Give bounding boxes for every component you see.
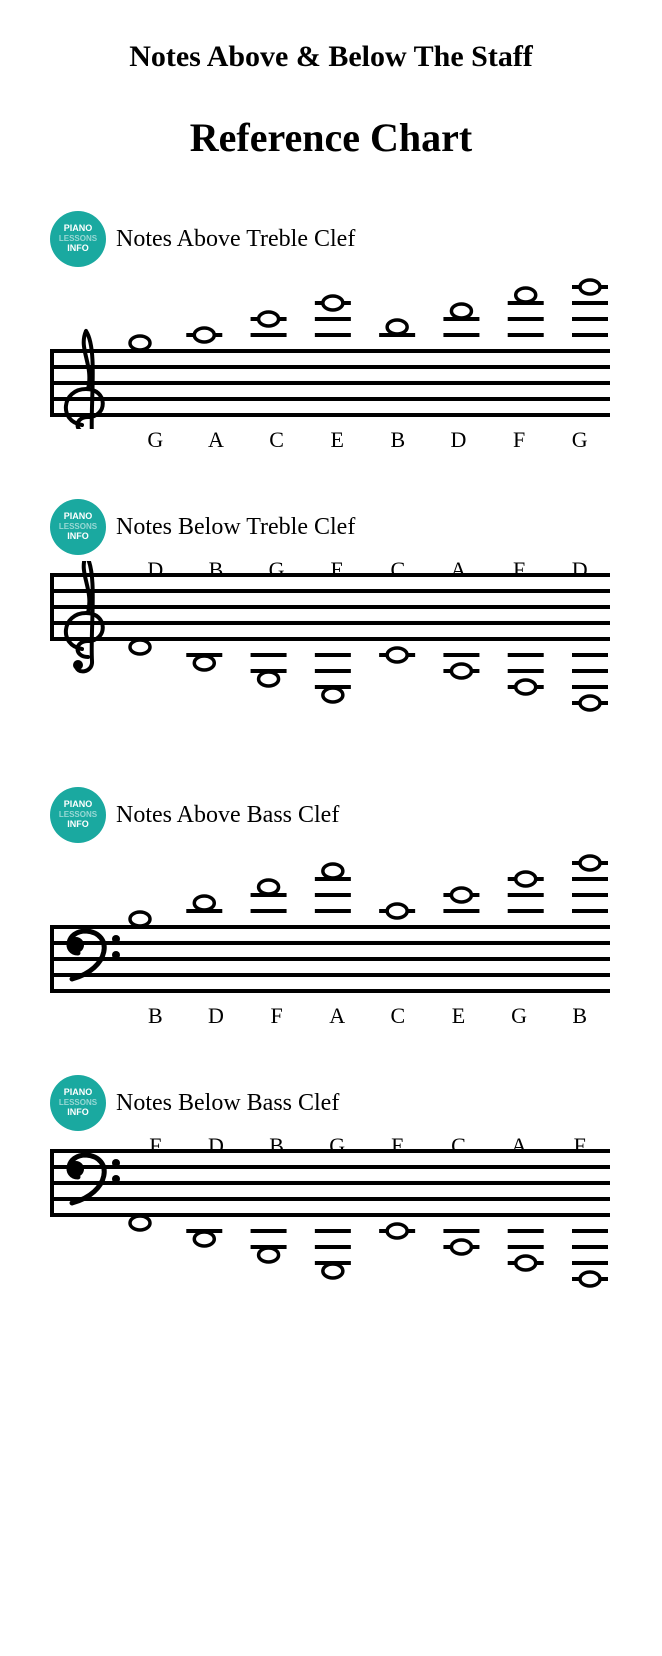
note-label: E — [428, 1003, 489, 1011]
note-head — [259, 1248, 279, 1262]
note-label: B — [368, 427, 429, 435]
staff-svg — [50, 1137, 610, 1293]
section-title: Notes Below Treble Clef — [116, 514, 355, 541]
note-label: E — [368, 1133, 429, 1159]
brand-badge: PIANO LESSONS INFO — [50, 211, 106, 267]
note-labels-row: GACEBDFG — [125, 427, 610, 435]
note-label: A — [307, 1003, 368, 1011]
bass-clef-icon — [68, 931, 120, 979]
note-head — [259, 672, 279, 686]
note-head — [580, 280, 600, 294]
note-head — [516, 680, 536, 694]
note-labels-row: FDBGECAF — [125, 1133, 610, 1159]
note-head — [323, 688, 343, 702]
note-head — [580, 1272, 600, 1286]
staff-svg — [50, 273, 610, 429]
note-head — [194, 656, 214, 670]
note-head — [580, 856, 600, 870]
note-head — [130, 912, 150, 926]
note-labels-row: BDFACEGB — [125, 1003, 610, 1011]
section-above-bass: PIANO LESSONS INFO Notes Above Bass Clef… — [30, 787, 632, 1005]
section-above-treble: PIANO LESSONS INFO Notes Above Treble Cl… — [30, 211, 632, 429]
note-label: C — [368, 557, 429, 583]
note-label: B — [186, 557, 247, 583]
note-label: F — [549, 1133, 610, 1159]
note-label: A — [186, 427, 247, 435]
note-label: B — [125, 1003, 186, 1011]
treble-clef-icon — [66, 561, 103, 671]
note-head — [516, 1256, 536, 1270]
note-head — [516, 872, 536, 886]
note-head — [259, 880, 279, 894]
note-head — [451, 304, 471, 318]
note-label: D — [186, 1003, 247, 1011]
note-label: G — [307, 1133, 368, 1159]
page-title: Notes Above & Below The Staff — [30, 40, 632, 74]
note-label: F — [246, 1003, 307, 1011]
note-label: G — [489, 1003, 550, 1011]
staff-svg — [50, 561, 610, 717]
section-title: Notes Below Bass Clef — [116, 1090, 339, 1117]
brand-badge: PIANO LESSONS INFO — [50, 1075, 106, 1131]
note-head — [451, 888, 471, 902]
note-label: D — [549, 557, 610, 583]
note-label: F — [125, 1133, 186, 1159]
note-head — [259, 312, 279, 326]
note-label: F — [489, 557, 550, 583]
note-head — [387, 648, 407, 662]
section-title: Notes Above Treble Clef — [116, 226, 355, 253]
staff-svg — [50, 849, 610, 1005]
note-head — [194, 328, 214, 342]
note-label: D — [186, 1133, 247, 1159]
note-label: G — [125, 427, 186, 435]
note-head — [516, 288, 536, 302]
note-label: F — [489, 427, 550, 435]
note-label: C — [246, 427, 307, 435]
note-head — [130, 640, 150, 654]
note-label: G — [246, 557, 307, 583]
note-head — [323, 864, 343, 878]
brand-badge: PIANO LESSONS INFO — [50, 787, 106, 843]
note-label: B — [246, 1133, 307, 1159]
bass-clef-icon — [68, 1155, 120, 1203]
note-head — [323, 296, 343, 310]
note-label: D — [125, 557, 186, 583]
note-label: A — [428, 557, 489, 583]
section-title: Notes Above Bass Clef — [116, 802, 339, 829]
section-below-treble: PIANO LESSONS INFO Notes Below Treble Cl… — [30, 499, 632, 717]
note-head — [387, 1224, 407, 1238]
note-label: C — [368, 1003, 429, 1011]
note-label: C — [428, 1133, 489, 1159]
note-head — [451, 664, 471, 678]
note-label: E — [307, 557, 368, 583]
note-head — [130, 336, 150, 350]
note-label: B — [549, 1003, 610, 1011]
brand-badge: PIANO LESSONS INFO — [50, 499, 106, 555]
note-head — [580, 696, 600, 710]
note-label: E — [307, 427, 368, 435]
note-label: D — [428, 427, 489, 435]
note-head — [387, 904, 407, 918]
note-label: A — [489, 1133, 550, 1159]
note-labels-row: DBGECAFD — [125, 557, 610, 583]
page-subtitle: Reference Chart — [30, 114, 632, 161]
note-head — [451, 1240, 471, 1254]
section-below-bass: PIANO LESSONS INFO Notes Below Bass Clef… — [30, 1075, 632, 1293]
note-head — [194, 896, 214, 910]
note-head — [194, 1232, 214, 1246]
note-head — [323, 1264, 343, 1278]
note-head — [130, 1216, 150, 1230]
note-head — [387, 320, 407, 334]
note-label: G — [549, 427, 610, 435]
